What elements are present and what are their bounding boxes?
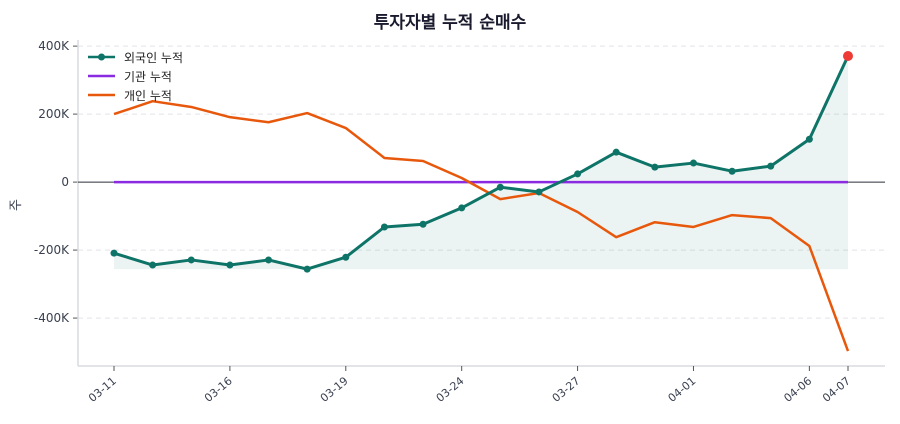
data-point xyxy=(728,167,736,175)
x-tick-label: 03-27 xyxy=(550,374,583,405)
data-point xyxy=(767,162,775,170)
legend-marker xyxy=(98,53,105,61)
y-tick-label: 200K xyxy=(38,107,70,121)
data-point xyxy=(612,148,620,156)
x-tick-label: 03-19 xyxy=(318,374,351,405)
y-axis-label: 주 xyxy=(9,199,24,211)
data-point xyxy=(110,249,118,257)
y-tick-label: -200K xyxy=(34,243,70,257)
data-point xyxy=(303,265,311,273)
x-tick-label: 04-06 xyxy=(781,374,814,405)
chart-title: 투자자별 누적 순매수 xyxy=(374,13,527,33)
x-tick-label: 03-16 xyxy=(202,374,235,405)
data-point xyxy=(843,50,853,61)
legend-label: 개인 누적 xyxy=(124,89,172,103)
legend-label: 외국인 누적 xyxy=(124,51,183,65)
x-tick-label: 04-07 xyxy=(820,374,853,405)
data-point xyxy=(226,261,234,269)
data-point xyxy=(342,253,350,261)
legend-label: 기관 누적 xyxy=(124,70,172,84)
foreign-area-fill xyxy=(114,55,848,270)
data-point xyxy=(419,220,427,228)
data-point xyxy=(380,223,388,231)
y-tick-label: 400K xyxy=(38,39,70,53)
data-point xyxy=(574,170,582,178)
data-point xyxy=(187,256,195,264)
x-tick-label: 03-24 xyxy=(434,374,467,405)
data-point xyxy=(149,261,157,269)
data-point xyxy=(651,163,659,171)
y-tick-label: 0 xyxy=(61,175,69,189)
series-line-2 xyxy=(113,99,850,352)
x-tick-label: 03-11 xyxy=(86,374,119,405)
x-tick-label: 04-01 xyxy=(666,374,699,405)
data-point xyxy=(496,183,504,191)
data-point xyxy=(805,135,813,143)
data-point xyxy=(689,159,697,167)
data-point xyxy=(458,204,466,212)
y-tick-label: -400K xyxy=(34,311,70,325)
series-line-0 xyxy=(113,55,850,271)
data-point xyxy=(535,188,543,196)
data-point xyxy=(265,256,273,264)
